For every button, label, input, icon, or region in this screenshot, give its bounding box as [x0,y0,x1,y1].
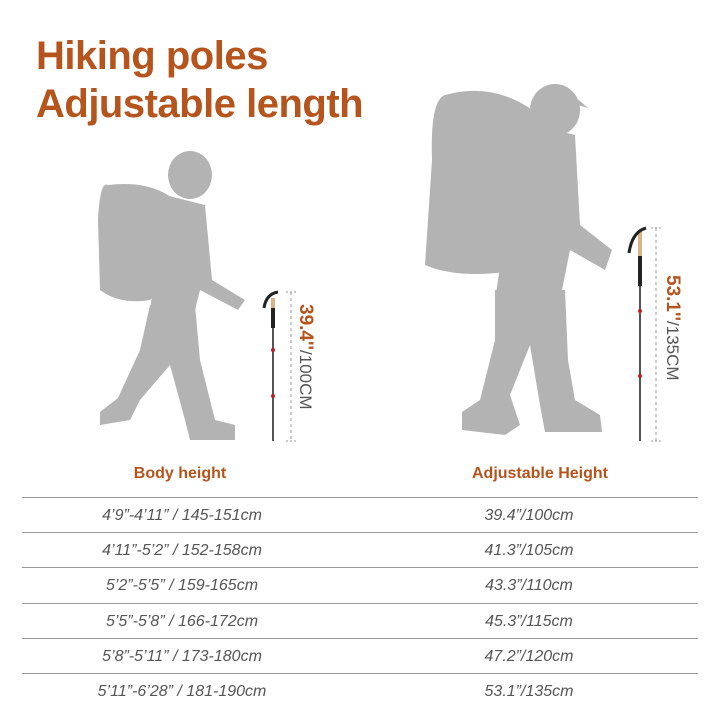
body-height-cell: 5’11”-6’28” / 181-190cm [97,683,267,700]
title-line-1: Hiking poles [36,34,268,78]
title-line-2: Adjustable length [36,82,364,126]
table-row: 5’11”-6’28” / 181-190cm 53.1”/135cm [22,673,698,709]
body-height-cell: 4’11”-5’2” / 152-158cm [102,542,262,559]
short-pole-cm: /100CM [296,350,315,410]
long-pole-inches: 53.1'' [662,275,683,322]
table-row: 4’9”-4’11” / 145-151cm 39.4”/100cm [22,497,698,533]
short-pole-icon [262,290,296,442]
pole-height-cell: 41.3”/105cm [484,542,574,559]
short-pole-inches: 39.4'' [295,304,316,351]
table-row: 5’2”-5’5” / 159-165cm 43.3”/110cm [22,567,698,603]
pole-height-cell: 39.4”/100cm [484,507,574,524]
pole-height-cell: 47.2”/120cm [484,648,574,665]
table-row: 4’11”-5’2” / 152-158cm 41.3”/105cm [22,532,698,568]
long-pole-cm: /135CM [663,321,682,381]
short-pole-length-label: 39.4''/100CM [294,304,316,410]
header-adjustable-height: Adjustable Height [471,465,608,482]
body-height-cell: 5’5”-5’8” / 166-172cm [105,613,259,630]
pole-height-cell: 43.3”/110cm [485,577,573,594]
pole-height-cell: 45.3”/115cm [485,613,573,630]
man-hiker-silhouette [425,84,612,435]
long-pole-length-label: 53.1''/135CM [661,275,683,381]
long-pole-icon [627,226,661,442]
body-height-cell: 5’8”-5’11” / 173-180cm [102,648,262,665]
body-height-cell: 5’2”-5’5” / 159-165cm [105,577,259,594]
table-row: 5’5”-5’8” / 166-172cm 45.3”/115cm [22,603,698,639]
header-body-height: Body height [133,465,227,482]
hiker-illustration [98,84,661,442]
table-row: 5’8”-5’11” / 173-180cm 47.2”/120cm [22,638,698,674]
body-height-cell: 4’9”-4’11” / 145-151cm [102,507,262,524]
pole-height-cell: 53.1”/135cm [484,683,574,700]
woman-hiker-silhouette [98,151,245,440]
